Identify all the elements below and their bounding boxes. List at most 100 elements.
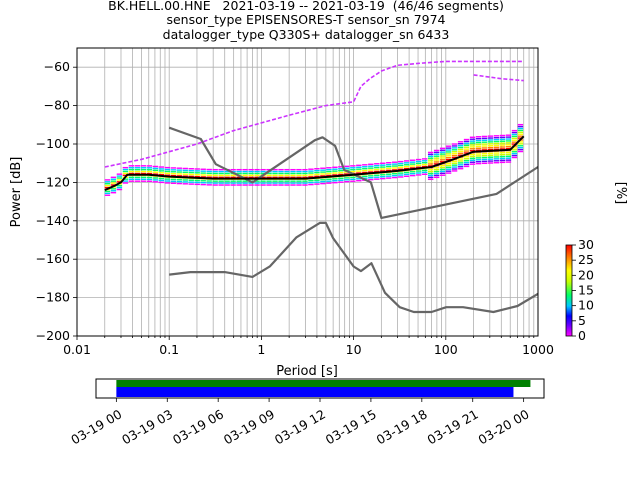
psd-cell xyxy=(122,168,129,171)
psd-cell xyxy=(314,179,320,181)
psd-cell xyxy=(344,165,350,168)
psd-cell xyxy=(499,159,506,162)
psd-cell xyxy=(398,172,404,174)
psd-cell xyxy=(140,176,147,179)
psd-cell xyxy=(320,169,326,171)
psd-cell xyxy=(350,170,356,173)
psd-cell xyxy=(356,172,362,174)
psd-cell xyxy=(517,137,524,139)
psd-cell xyxy=(176,179,182,181)
psd-cell xyxy=(439,151,446,153)
psd-cell xyxy=(308,174,314,176)
psd-cell xyxy=(116,177,123,179)
psd-cell xyxy=(218,172,224,175)
psd-cell xyxy=(218,176,224,179)
psd-cell xyxy=(110,180,117,182)
psd-cell xyxy=(224,180,230,182)
timeline-tick-label: 03-19 12 xyxy=(272,406,328,447)
psd-cell xyxy=(380,170,386,172)
chart-title-line-2: sensor_type EPISENSORES-T sensor_sn 7974 xyxy=(166,12,446,27)
psd-cell xyxy=(457,158,464,160)
psd-cell xyxy=(380,175,386,178)
psd-cell xyxy=(493,144,500,147)
psd-cell xyxy=(224,176,230,179)
psd-cell xyxy=(104,183,111,185)
psd-cell xyxy=(116,173,123,175)
psd-cell xyxy=(302,180,308,182)
psd-cell xyxy=(182,183,188,185)
psd-cell xyxy=(374,176,380,178)
psd-cell xyxy=(254,176,260,179)
psd-cell xyxy=(164,182,170,184)
psd-cell xyxy=(134,170,141,173)
psd-cell xyxy=(374,170,380,173)
psd-cell xyxy=(457,166,464,168)
psd-cell xyxy=(104,194,111,196)
psd-cell xyxy=(338,179,344,181)
psd-cell xyxy=(445,170,452,172)
psd-cell xyxy=(206,176,212,178)
psd-cell xyxy=(254,182,260,184)
psd-cell xyxy=(362,177,368,179)
psd-cell xyxy=(445,147,452,149)
psd-cell xyxy=(356,170,362,172)
psd-cell xyxy=(242,172,248,175)
psd-cell xyxy=(427,178,434,181)
psd-cell xyxy=(326,182,332,184)
psd-cell xyxy=(451,152,458,155)
timeline-tick-label: 03-19 06 xyxy=(170,406,226,447)
psd-cell xyxy=(320,182,326,185)
psd-cell xyxy=(200,183,206,186)
psd-cell xyxy=(398,176,404,178)
psd-cell xyxy=(140,178,147,180)
psd-cell xyxy=(505,142,512,144)
psd-cell xyxy=(140,167,147,169)
psd-cell xyxy=(386,165,392,168)
psd-cell xyxy=(457,141,464,143)
psd-cell xyxy=(362,166,368,168)
psd-cell xyxy=(439,149,446,151)
psd-cell xyxy=(230,182,236,184)
psd-cell xyxy=(439,147,446,150)
psd-cell xyxy=(409,167,416,169)
psd-cell xyxy=(463,144,470,147)
psd-cell xyxy=(338,169,344,172)
psd-cell xyxy=(290,176,296,179)
psd-cell xyxy=(146,178,153,181)
psd-cell xyxy=(290,172,296,175)
psd-cell xyxy=(134,176,141,179)
psd-cell xyxy=(404,165,410,168)
colorbar xyxy=(565,244,573,337)
psd-cell xyxy=(445,164,452,167)
psd-cell xyxy=(463,140,470,143)
psd-cell xyxy=(445,157,452,159)
psd-cell xyxy=(499,138,506,141)
psd-cell xyxy=(511,137,518,140)
psd-cell xyxy=(230,180,236,182)
psd-cell xyxy=(421,165,428,168)
psd-cell xyxy=(445,149,452,151)
psd-cell xyxy=(152,179,159,181)
psd-cell xyxy=(128,168,135,171)
psd-cell xyxy=(302,184,308,186)
psd-cell xyxy=(176,171,182,173)
psd-cell xyxy=(505,151,512,154)
psd-cell xyxy=(182,175,188,177)
psd-cell xyxy=(457,148,464,151)
psd-cell xyxy=(427,159,434,161)
psd-cell xyxy=(499,155,506,158)
psd-cell xyxy=(409,163,416,165)
psd-cell xyxy=(374,178,380,180)
psd-cell xyxy=(445,151,452,153)
psd-cell xyxy=(158,166,165,168)
psd-cell xyxy=(320,173,326,175)
psd-cell xyxy=(439,166,446,169)
psd-cell xyxy=(374,164,380,167)
psd-cell xyxy=(481,135,488,138)
psd-cell xyxy=(475,149,482,151)
mode-line xyxy=(104,135,525,192)
psd-cell xyxy=(254,170,260,173)
psd-cell xyxy=(481,143,488,145)
psd-cell xyxy=(332,170,338,172)
psd-cell xyxy=(236,184,242,186)
